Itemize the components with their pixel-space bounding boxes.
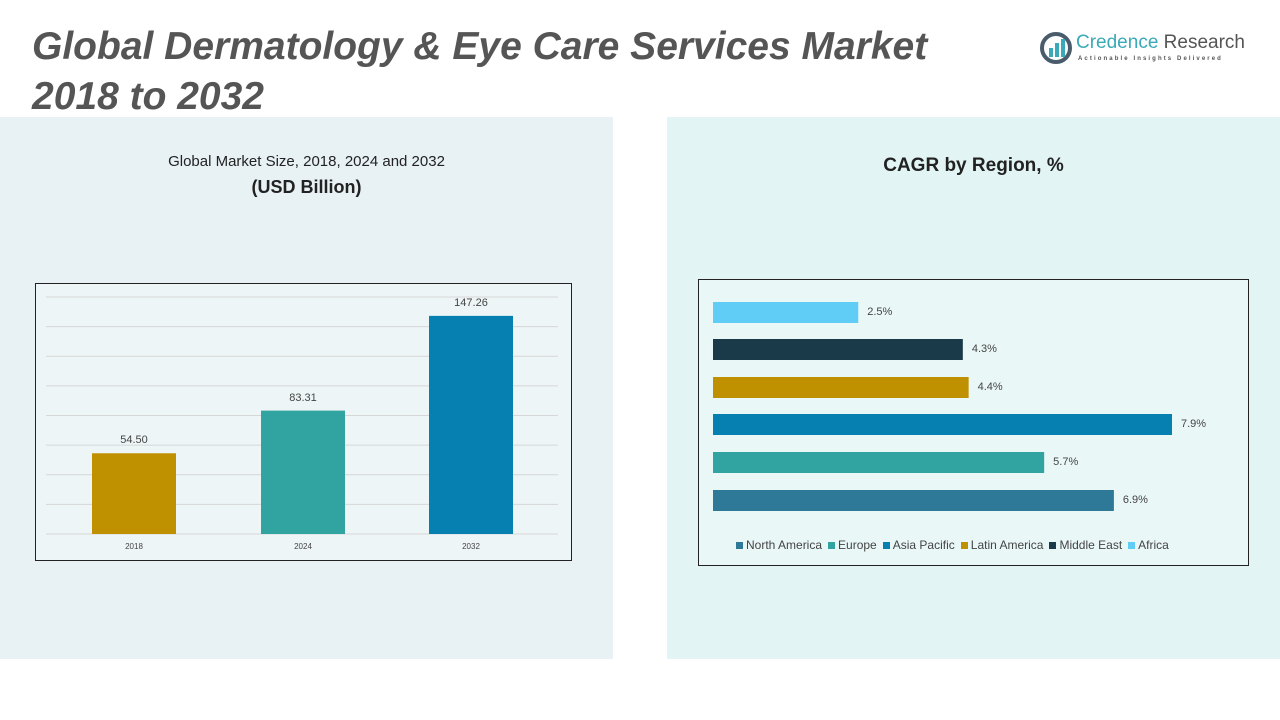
logo-icon (1040, 32, 1072, 64)
chart1-subtitle: (USD Billion) (251, 177, 362, 197)
x-tick-label: 2024 (294, 542, 312, 551)
legend-item: Africa (1128, 538, 1169, 552)
legend-swatch (960, 542, 968, 549)
legend-label: Africa (1138, 538, 1169, 552)
legend-item: Middle East (1049, 538, 1122, 552)
legend-swatch (882, 542, 890, 549)
legend-item: Latin America (960, 538, 1044, 552)
legend-label: Latin America (970, 538, 1044, 552)
data-label: 4.3% (971, 343, 997, 355)
bar-2024 (261, 410, 345, 534)
bar-africa (713, 302, 859, 323)
chart2-title: CAGR by Region, % (883, 155, 1064, 176)
data-label: 7.9% (1180, 418, 1207, 430)
legend-swatch (1128, 542, 1136, 549)
x-tick-label: 2032 (462, 542, 480, 551)
bar-2032 (429, 315, 513, 534)
bar-north-america (713, 490, 1114, 511)
logo: Credence Research Actionable Insights De… (1040, 32, 1255, 72)
legend-label: Asia Pacific (892, 538, 955, 552)
x-tick-label: 2018 (125, 542, 143, 551)
legend-label: North America (746, 538, 823, 552)
logo-tagline: Actionable Insights Delivered (1078, 56, 1223, 62)
data-label: 2.5% (867, 306, 893, 318)
data-label: 147.26 (454, 296, 488, 309)
chart1-title: Global Market Size, 2018, 2024 and 2032 (168, 153, 445, 170)
legend-label: Middle East (1059, 538, 1123, 552)
data-label: 4.4% (977, 381, 1003, 393)
data-label: 83.31 (289, 391, 317, 404)
logo-name-2: Research (1163, 32, 1245, 53)
bar-2018 (92, 453, 176, 534)
bar-latin-america (713, 377, 969, 398)
legend-label: Europe (838, 538, 877, 552)
chart2-legend: North America Europe Asia Pacific Latin Ame… (736, 538, 1169, 552)
legend-item: Europe (828, 538, 877, 552)
legend-swatch (1049, 542, 1057, 549)
bar-middle-east (713, 339, 963, 360)
bar-europe (713, 452, 1045, 473)
bar-asia-pacific (713, 414, 1172, 435)
logo-name: Credence (1076, 32, 1159, 53)
legend-item: Asia Pacific (882, 538, 955, 552)
legend-item: North America (736, 538, 822, 552)
page-title: Global Dermatology & Eye Care Services M… (32, 25, 928, 118)
legend-swatch (828, 542, 836, 549)
legend-swatch (736, 542, 743, 549)
data-label: 5.7% (1053, 456, 1079, 468)
data-label: 54.50 (120, 434, 148, 447)
data-label: 6.9% (1122, 494, 1148, 506)
